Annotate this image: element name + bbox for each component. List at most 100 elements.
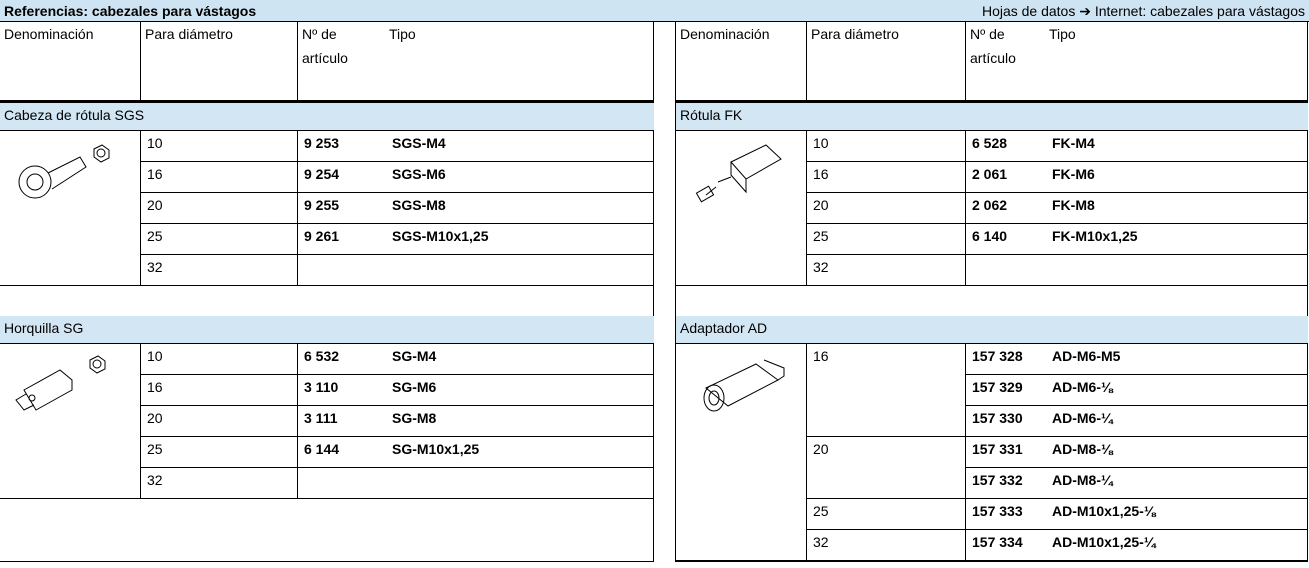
- column-header: Denominación: [675, 21, 806, 100]
- cell-text: 157 331: [972, 441, 1023, 457]
- empty-cell: [965, 254, 1308, 285]
- column-header: Nº de artículo: [297, 21, 385, 100]
- cell-text: Para diámetro: [811, 26, 899, 42]
- cell-text: Tipo: [389, 26, 416, 42]
- cell-text: Rótula FK: [680, 107, 743, 123]
- cell-text: AD-M6-M5: [1052, 348, 1121, 364]
- cell-text: 6 144: [304, 441, 340, 457]
- diameter-cell: 16: [140, 161, 297, 192]
- part-row: 157 329 AD-M6-⅛: [965, 374, 1308, 405]
- diameter-cell: 10: [806, 130, 965, 161]
- diameter-cell: 25: [806, 498, 965, 529]
- image-cell: [0, 130, 140, 285]
- diameter-cell: 20: [806, 436, 965, 498]
- image-cell: [0, 343, 140, 498]
- part-row: 2 061 FK-M6: [965, 161, 1308, 192]
- part-drawing: [703, 359, 785, 412]
- cell-text: 10: [813, 135, 829, 151]
- part-row: 9 255 SGS-M8: [297, 192, 654, 223]
- cell-text: AD-M10x1,25-⅛: [1052, 503, 1156, 519]
- diameter-cell: 16: [140, 374, 297, 405]
- cell-text: Horquilla SG: [4, 320, 84, 336]
- cell-text: AD-M8-⅛: [1052, 441, 1113, 457]
- cell-text: Adaptador AD: [680, 320, 768, 336]
- image-cell: [675, 343, 806, 560]
- diameter-cell: 10: [140, 130, 297, 161]
- cell-text: 16: [147, 166, 163, 182]
- part-row: 157 332 AD-M8-¼: [965, 467, 1308, 498]
- cell-text: 9 253: [304, 135, 340, 151]
- part-row: 157 330 AD-M6-¼: [965, 405, 1308, 436]
- diameter-cell: 20: [140, 192, 297, 223]
- cell-text: 10: [147, 348, 163, 364]
- part-row: 9 254 SGS-M6: [297, 161, 654, 192]
- spacer-row: [0, 285, 654, 316]
- cell-text: Denominación: [4, 26, 94, 42]
- cell-text: SGS-M8: [392, 197, 446, 213]
- part-row: 6 144 SG-M10x1,25: [297, 436, 654, 467]
- cell-text: 6 528: [972, 135, 1008, 151]
- column-header: Denominación: [0, 21, 140, 100]
- cell-text: 16: [147, 379, 163, 395]
- diameter-cell: 16: [806, 343, 965, 436]
- cell-text: 157 328: [972, 348, 1023, 364]
- blank-area: [675, 560, 1308, 562]
- table-frame: [0, 22, 654, 562]
- blank-area: [0, 498, 654, 562]
- diameter-cell: 32: [806, 529, 965, 560]
- cell-text: SG-M4: [392, 348, 437, 364]
- diameter-cell: 25: [140, 436, 297, 467]
- cell-text: 9 254: [304, 166, 340, 182]
- cell-text: FK-M4: [1052, 135, 1095, 151]
- part-row: 157 328 AD-M6-M5: [965, 343, 1308, 374]
- section-header: Rótula FK: [675, 103, 1308, 130]
- header-rule: [675, 100, 1308, 103]
- diameter-cell: 32: [806, 254, 965, 285]
- cell-text: AD-M6-⅛: [1052, 379, 1113, 395]
- cell-text: 157 330: [972, 410, 1023, 426]
- diameter-cell: 20: [806, 192, 965, 223]
- cell-text: 25: [147, 228, 163, 244]
- cell-text: 157 334: [972, 534, 1023, 550]
- diameter-cell: 16: [806, 161, 965, 192]
- cell-text: 9 261: [304, 228, 340, 244]
- cell-text: 3 110: [304, 379, 339, 395]
- diameter-cell: 25: [806, 223, 965, 254]
- cell-text: SGS-M4: [392, 135, 446, 151]
- part-drawing: [18, 144, 110, 199]
- image-cell: [675, 130, 806, 285]
- cell-text: 10: [147, 135, 163, 151]
- cell-text: Para diámetro: [145, 26, 233, 42]
- column-header: Tipo: [1045, 21, 1308, 100]
- cell-text: SG-M10x1,25: [392, 441, 480, 457]
- cell-text: 157 333: [972, 503, 1023, 519]
- cell-text: 2 061: [972, 166, 1008, 182]
- cell-text: 32: [147, 472, 163, 488]
- cell-text: AD-M8-¼: [1052, 472, 1113, 488]
- title-bar: Referencias: cabezales para vástagos Hoj…: [0, 0, 1309, 22]
- diameter-cell: 32: [140, 254, 297, 285]
- cell-text: 16: [813, 166, 829, 182]
- cell-text: 20: [813, 441, 829, 457]
- part-row: 157 334 AD-M10x1,25-¼: [965, 529, 1308, 560]
- diameter-cell: 10: [140, 343, 297, 374]
- column-header: Para diámetro: [806, 21, 965, 100]
- part-row: 6 528 FK-M4: [965, 130, 1308, 161]
- part-row: 9 261 SGS-M10x1,25: [297, 223, 654, 254]
- header-rule: [0, 100, 654, 103]
- part-row: 9 253 SGS-M4: [297, 130, 654, 161]
- column-header: Para diámetro: [140, 21, 297, 100]
- cell-text: FK-M10x1,25: [1052, 228, 1138, 244]
- diameter-cell: 32: [140, 467, 297, 498]
- section-header: Horquilla SG: [0, 316, 654, 343]
- cell-text: SGS-M10x1,25: [392, 228, 489, 244]
- diameter-cell: 20: [140, 405, 297, 436]
- cell-text: 32: [147, 259, 163, 275]
- cell-text: 20: [813, 197, 829, 213]
- diameter-cell: 25: [140, 223, 297, 254]
- cell-text: 2 062: [972, 197, 1008, 213]
- cell-text: Denominación: [680, 26, 770, 42]
- part-row: 157 333 AD-M10x1,25-⅛: [965, 498, 1308, 529]
- cell-text: Nº de artículo: [302, 26, 348, 66]
